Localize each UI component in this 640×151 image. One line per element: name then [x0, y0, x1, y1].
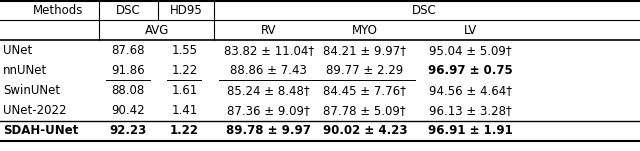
Text: HD95: HD95 — [170, 4, 203, 17]
Text: 1.61: 1.61 — [171, 84, 198, 97]
Text: 83.82 ± 11.04†: 83.82 ± 11.04† — [224, 44, 314, 57]
Text: Methods: Methods — [33, 4, 83, 17]
Text: MYO: MYO — [352, 24, 378, 37]
Text: SwinUNet: SwinUNet — [3, 84, 60, 97]
Text: 96.97 ± 0.75: 96.97 ± 0.75 — [428, 64, 513, 77]
Text: 89.78 ± 9.97: 89.78 ± 9.97 — [227, 124, 311, 137]
Text: DSC: DSC — [116, 4, 141, 17]
Text: RV: RV — [261, 24, 276, 37]
Text: 1.41: 1.41 — [171, 104, 198, 117]
Text: 1.55: 1.55 — [172, 44, 197, 57]
Text: 87.68: 87.68 — [111, 44, 145, 57]
Text: 84.45 ± 7.76†: 84.45 ± 7.76† — [323, 84, 406, 97]
Text: 95.04 ± 5.09†: 95.04 ± 5.09† — [429, 44, 512, 57]
Text: 88.86 ± 7.43: 88.86 ± 7.43 — [230, 64, 307, 77]
Text: 87.78 ± 5.09†: 87.78 ± 5.09† — [323, 104, 406, 117]
Text: 96.13 ± 3.28†: 96.13 ± 3.28† — [429, 104, 512, 117]
Text: LV: LV — [464, 24, 477, 37]
Text: 88.08: 88.08 — [111, 84, 145, 97]
Text: AVG: AVG — [145, 24, 169, 37]
Text: 1.22: 1.22 — [171, 64, 198, 77]
Text: UNet: UNet — [3, 44, 33, 57]
Text: 96.91 ± 1.91: 96.91 ± 1.91 — [428, 124, 513, 137]
Text: 87.36 ± 9.09†: 87.36 ± 9.09† — [227, 104, 310, 117]
Text: nnUNet: nnUNet — [3, 64, 47, 77]
Text: SDAH-UNet: SDAH-UNet — [3, 124, 79, 137]
Text: 92.23: 92.23 — [109, 124, 147, 137]
Text: 90.42: 90.42 — [111, 104, 145, 117]
Text: 1.22: 1.22 — [170, 124, 199, 137]
Text: UNet-2022: UNet-2022 — [3, 104, 67, 117]
Text: 85.24 ± 8.48†: 85.24 ± 8.48† — [227, 84, 310, 97]
Text: 90.02 ± 4.23: 90.02 ± 4.23 — [323, 124, 407, 137]
Text: 89.77 ± 2.29: 89.77 ± 2.29 — [326, 64, 403, 77]
Text: 94.56 ± 4.64†: 94.56 ± 4.64† — [429, 84, 512, 97]
Text: DSC: DSC — [412, 4, 436, 17]
Text: 84.21 ± 9.97†: 84.21 ± 9.97† — [323, 44, 406, 57]
Text: 91.86: 91.86 — [111, 64, 145, 77]
